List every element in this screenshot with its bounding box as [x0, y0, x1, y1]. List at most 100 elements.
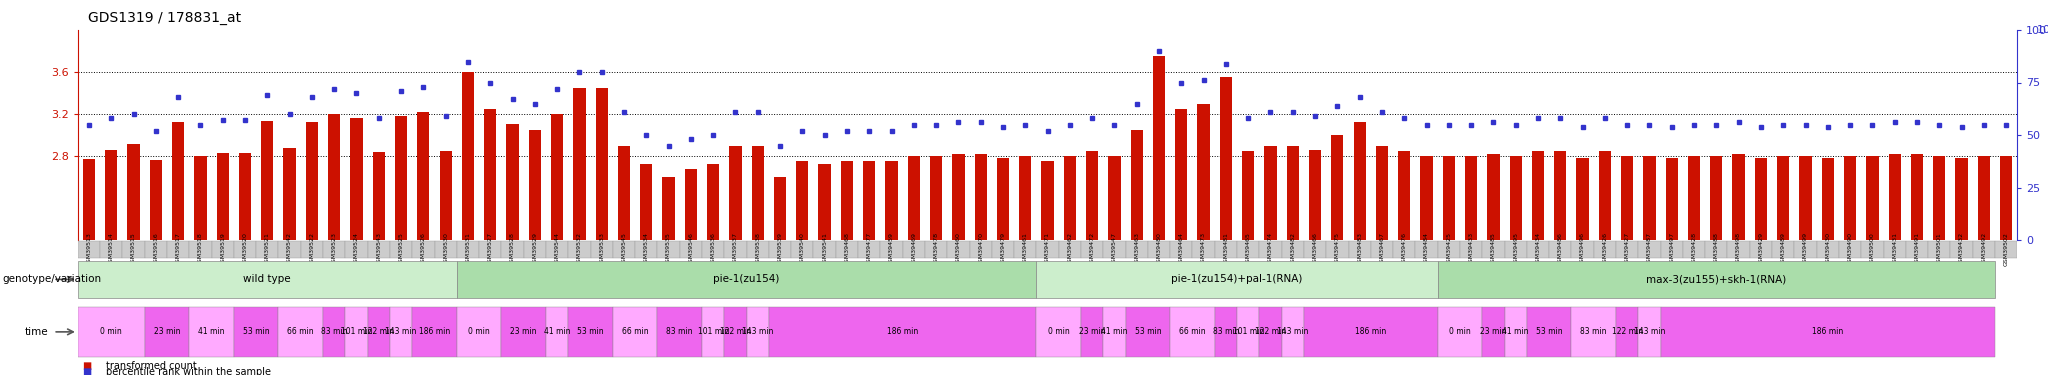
Bar: [328, 114, 340, 240]
Bar: [1548, 241, 1571, 258]
Bar: [1661, 307, 1995, 357]
Bar: [1956, 158, 1968, 240]
Bar: [1505, 241, 1528, 258]
Text: 23 min: 23 min: [510, 327, 537, 336]
Text: GSM39497: GSM39497: [1669, 232, 1675, 266]
Text: 83 min: 83 min: [322, 327, 348, 336]
Bar: [440, 151, 453, 240]
Bar: [256, 241, 279, 258]
Text: GSM39482: GSM39482: [1290, 232, 1294, 266]
Bar: [1305, 241, 1327, 258]
Bar: [1571, 241, 1593, 258]
Bar: [1214, 241, 1237, 258]
Bar: [1260, 241, 1282, 258]
Text: GSM39500: GSM39500: [1870, 232, 1874, 266]
Bar: [1153, 56, 1165, 240]
Bar: [1726, 241, 1749, 258]
Text: GSM39535: GSM39535: [666, 232, 672, 266]
Text: 143 min: 143 min: [1634, 327, 1665, 336]
Bar: [1593, 241, 1616, 258]
Bar: [1884, 241, 1907, 258]
Text: GSM39429: GSM39429: [1759, 232, 1763, 266]
Bar: [618, 146, 631, 240]
Text: 83 min: 83 min: [1212, 327, 1239, 336]
Text: GSM39471: GSM39471: [1044, 232, 1051, 266]
Bar: [858, 241, 881, 258]
Bar: [768, 307, 1036, 357]
Text: 53 min: 53 min: [1536, 327, 1563, 336]
Bar: [1554, 151, 1567, 240]
Text: GSM39514: GSM39514: [109, 232, 115, 266]
Bar: [1438, 261, 1995, 298]
Bar: [1438, 241, 1460, 258]
Text: GSM39491: GSM39491: [1915, 232, 1919, 266]
Text: 186 min: 186 min: [887, 327, 918, 336]
Text: GSM39539: GSM39539: [778, 232, 782, 266]
Bar: [1059, 241, 1081, 258]
Text: GSM39461: GSM39461: [1022, 232, 1028, 266]
Text: GSM39534: GSM39534: [643, 232, 649, 266]
Bar: [457, 241, 479, 258]
Bar: [188, 307, 233, 357]
Text: ■: ■: [82, 367, 92, 375]
Bar: [930, 156, 942, 240]
Bar: [434, 241, 457, 258]
Bar: [506, 124, 518, 240]
Text: GSM39467: GSM39467: [1380, 232, 1384, 266]
Text: 23 min: 23 min: [1481, 327, 1507, 336]
Bar: [1487, 154, 1499, 240]
Bar: [1995, 241, 2017, 258]
Text: GSM39428: GSM39428: [1692, 232, 1696, 266]
Bar: [283, 148, 295, 240]
Text: GSM39434: GSM39434: [1536, 232, 1540, 266]
Text: GSM39544: GSM39544: [555, 232, 559, 266]
Bar: [725, 307, 748, 357]
Bar: [301, 241, 324, 258]
Bar: [1688, 156, 1700, 240]
Text: 53 min: 53 min: [1135, 327, 1161, 336]
Text: pie-1(zu154): pie-1(zu154): [713, 274, 780, 284]
Text: GSM39517: GSM39517: [176, 232, 180, 266]
Text: GSM39468: GSM39468: [844, 232, 850, 266]
Text: 83 min: 83 min: [666, 327, 692, 336]
Text: GSM39460: GSM39460: [956, 232, 961, 266]
Text: GSM39469: GSM39469: [911, 232, 915, 266]
Bar: [279, 307, 324, 357]
Text: ■: ■: [82, 361, 92, 370]
Bar: [768, 241, 791, 258]
Bar: [612, 307, 657, 357]
Bar: [1749, 241, 1772, 258]
Text: 143 min: 143 min: [385, 327, 416, 336]
Text: 66 min: 66 min: [1180, 327, 1206, 336]
Text: GSM39477: GSM39477: [866, 232, 872, 266]
Text: GSM39530: GSM39530: [442, 232, 449, 266]
Text: GSM39531: GSM39531: [465, 232, 471, 266]
Text: GSM39545: GSM39545: [621, 232, 627, 266]
Text: GSM39524: GSM39524: [354, 232, 358, 266]
Bar: [997, 158, 1010, 240]
Text: genotype/variation: genotype/variation: [2, 274, 100, 284]
Bar: [418, 112, 430, 240]
Bar: [1464, 156, 1477, 240]
Text: GSM39495: GSM39495: [1513, 232, 1518, 266]
Bar: [1237, 307, 1260, 357]
Text: 143 min: 143 min: [741, 327, 774, 336]
Bar: [369, 241, 389, 258]
Bar: [748, 241, 768, 258]
Bar: [1638, 307, 1661, 357]
Text: 83 min: 83 min: [1581, 327, 1608, 336]
Bar: [1081, 307, 1104, 357]
Text: max-3(zu155)+skh-1(RNA): max-3(zu155)+skh-1(RNA): [1647, 274, 1786, 284]
Bar: [1772, 241, 1794, 258]
Text: GSM39470: GSM39470: [979, 232, 983, 266]
Text: GSM39525: GSM39525: [399, 232, 403, 266]
Text: transformed count: transformed count: [106, 361, 197, 370]
Text: GSM39521: GSM39521: [264, 232, 270, 266]
Text: GSM39466: GSM39466: [1313, 232, 1317, 266]
Bar: [1978, 156, 1991, 240]
Bar: [1509, 156, 1522, 240]
Text: GSM39431: GSM39431: [1892, 232, 1896, 266]
Bar: [1571, 307, 1616, 357]
Bar: [1438, 307, 1483, 357]
Bar: [168, 241, 188, 258]
